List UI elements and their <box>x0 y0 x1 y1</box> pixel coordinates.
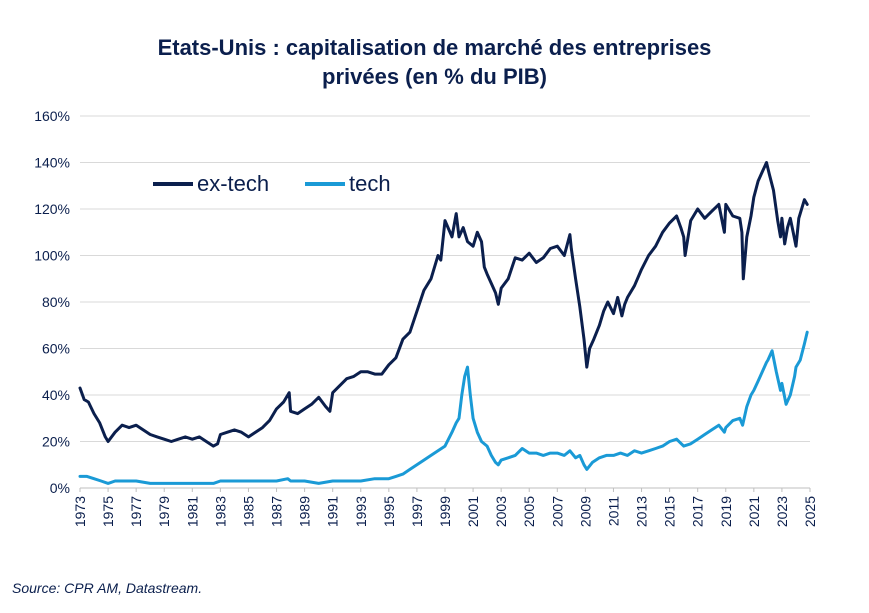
x-tick-label: 2001 <box>465 496 481 527</box>
x-tick-label: 2021 <box>746 496 762 527</box>
x-tick-label: 1979 <box>156 496 172 527</box>
y-tick-label: 100% <box>34 248 70 264</box>
x-tick-label: 2009 <box>577 496 593 527</box>
x-tick-label: 1987 <box>269 496 285 527</box>
x-tick-label: 2015 <box>662 496 678 527</box>
x-tick-label: 2025 <box>802 496 818 527</box>
y-tick-label: 120% <box>34 201 70 217</box>
x-tick-label: 2003 <box>493 496 509 527</box>
x-tick-label: 1993 <box>353 496 369 527</box>
chart-title-line-2: privées (en % du PIB) <box>322 64 547 89</box>
source-note: Source: CPR AM, Datastream. <box>12 580 203 596</box>
x-tick-label: 1991 <box>325 496 341 527</box>
x-tick-label: 2017 <box>690 496 706 527</box>
x-tick-label: 2005 <box>521 496 537 527</box>
x-tick-label: 1973 <box>72 496 88 527</box>
x-tick-label: 2007 <box>549 496 565 527</box>
chart-title: Etats-Unis : capitalisation de marché de… <box>0 33 869 91</box>
series-line-tech <box>78 330 809 485</box>
y-tick-label: 80% <box>42 294 70 310</box>
y-tick-label: 160% <box>34 108 70 124</box>
x-tick-label: 2023 <box>774 496 790 527</box>
y-tick-label: 20% <box>42 434 70 450</box>
x-tick-label: 1995 <box>381 496 397 527</box>
series-lines <box>78 161 809 485</box>
x-tick-label: 2013 <box>634 496 650 527</box>
y-axis-tick-labels: 0% 20% 40% 60% 80% 100% 120% 140% 160% <box>34 108 70 496</box>
y-tick-label: 140% <box>34 155 70 171</box>
legend-label-tech: tech <box>349 171 391 196</box>
x-tick-label: 1983 <box>212 496 228 527</box>
x-tick-label: 1977 <box>128 496 144 527</box>
x-axis-tick-labels: 1973 1975 1977 1979 1981 1983 1985 1987 1989 1991… <box>72 488 818 527</box>
y-tick-label: 40% <box>42 387 70 403</box>
legend: ex-tech tech <box>153 171 391 196</box>
x-tick-label: 1997 <box>409 496 425 527</box>
gridlines <box>80 115 810 489</box>
y-tick-label: 0% <box>50 480 70 496</box>
chart-title-line-1: Etats-Unis : capitalisation de marché de… <box>157 35 712 60</box>
x-tick-label: 2011 <box>605 496 621 526</box>
series-line-ex-tech <box>78 161 809 448</box>
x-tick-label: 1999 <box>437 496 453 527</box>
x-tick-label: 1981 <box>184 496 200 527</box>
legend-label-ex-tech: ex-tech <box>197 171 269 196</box>
x-tick-label: 1975 <box>100 496 116 527</box>
x-tick-label: 2019 <box>718 496 734 527</box>
x-tick-label: 1989 <box>297 496 313 527</box>
x-tick-label: 1985 <box>240 496 256 527</box>
y-tick-label: 60% <box>42 341 70 357</box>
